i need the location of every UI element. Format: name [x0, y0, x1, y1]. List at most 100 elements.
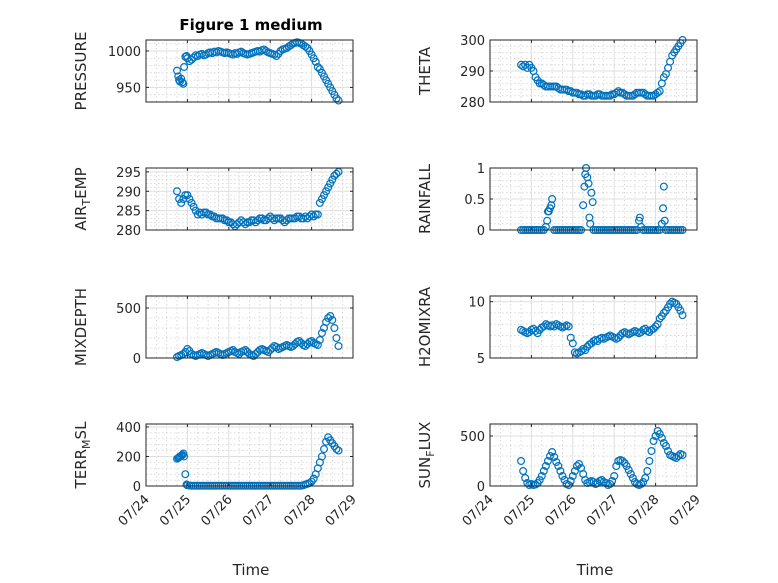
data-point: [660, 216, 669, 225]
data-point: [651, 322, 660, 331]
y-tick-label: 280: [460, 96, 485, 111]
data-point: [313, 210, 322, 219]
data-point: [183, 191, 192, 200]
y-axis-label: THETA: [416, 46, 434, 96]
data-point: [655, 87, 664, 96]
y-tick-label: 0.5: [464, 193, 485, 208]
y-tick-label: 290: [116, 185, 141, 200]
data-point: [251, 350, 260, 359]
data-point: [614, 87, 623, 96]
y-tick-label: 950: [116, 81, 141, 96]
plot-area: [490, 296, 697, 358]
subplot-4: 0 0.5 1 RAINFALL: [416, 162, 698, 239]
data-point: [568, 339, 577, 348]
axes-frame: [145, 295, 354, 359]
data-point: [618, 457, 627, 466]
data-point: [175, 195, 184, 204]
data-point: [649, 324, 658, 333]
data-point: [180, 62, 189, 71]
data-point: [517, 60, 526, 69]
data-point: [649, 437, 658, 446]
data-point: [566, 477, 575, 486]
data-point: [295, 337, 304, 346]
y-tick-label: 0: [133, 480, 141, 495]
axes-frame: [145, 167, 354, 231]
data-point: [653, 88, 662, 97]
data-point: [218, 214, 227, 223]
data-point: [521, 474, 530, 483]
y-tick-label: 1000: [108, 45, 141, 60]
subplot-2: 280 290 300 THETA: [416, 34, 698, 111]
data-point: [612, 462, 621, 471]
data-point: [610, 472, 619, 481]
data-point: [637, 480, 646, 489]
data-point: [332, 169, 341, 178]
y-tick-label: 10: [468, 296, 485, 311]
data-point: [332, 445, 341, 454]
data-point: [672, 454, 681, 463]
y-tick-label: 300: [460, 34, 485, 49]
x-tick-label: 07/28: [281, 492, 318, 529]
data-point: [622, 462, 631, 471]
data-point: [588, 198, 597, 207]
data-point: [579, 201, 588, 210]
data-point: [657, 434, 666, 443]
data-point: [635, 213, 644, 222]
data-point: [572, 88, 581, 97]
data-point: [317, 329, 326, 338]
y-tick-label: 285: [116, 205, 141, 220]
x-axis-label-left: Time: [232, 561, 270, 579]
data-point: [564, 322, 573, 331]
data-point: [614, 333, 623, 342]
data-point: [584, 179, 593, 188]
data-point: [535, 476, 544, 485]
data-point: [276, 46, 285, 55]
y-tick-label: 0: [477, 480, 485, 495]
data-point: [187, 55, 196, 64]
data-point: [202, 208, 211, 217]
data-series: [173, 312, 343, 362]
data-point: [315, 336, 324, 345]
x-tick-label: 07/25: [157, 492, 194, 529]
data-point: [556, 467, 565, 476]
y-tick-label: 500: [460, 430, 485, 445]
data-point: [328, 175, 337, 184]
axes-frame: [145, 39, 354, 103]
data-point: [249, 352, 258, 361]
data-point: [552, 458, 561, 467]
data-point: [311, 57, 320, 66]
data-point: [639, 478, 648, 487]
x-tick-label: 07/24: [460, 492, 497, 529]
data-point: [177, 74, 186, 83]
data-point: [659, 308, 668, 317]
x-tick-label: 07/26: [199, 492, 236, 529]
data-point: [313, 62, 322, 71]
data-point: [647, 447, 656, 456]
data-point: [191, 206, 200, 215]
data-point: [564, 481, 573, 490]
data-point: [676, 306, 685, 315]
data-point: [334, 96, 343, 105]
data-series: [173, 38, 343, 105]
x-tick-label: 07/27: [584, 492, 621, 529]
data-point: [587, 188, 596, 197]
data-point: [189, 202, 198, 211]
data-point: [661, 442, 670, 451]
y-axis-label: PRESSURE: [72, 32, 90, 111]
subplot-6: 5 10 H2OMIXRA: [416, 286, 698, 367]
data-point: [645, 457, 654, 466]
data-point: [626, 470, 635, 479]
data-point: [643, 467, 652, 476]
x-axis-label-right: Time: [576, 561, 614, 579]
data-point: [334, 446, 343, 455]
data-point: [664, 447, 673, 456]
data-point: [237, 47, 246, 56]
y-axis-label: AIRTEMP: [72, 167, 93, 230]
data-point: [301, 42, 310, 51]
axes-frame: [145, 423, 354, 487]
data-point: [655, 314, 664, 323]
data-point: [606, 91, 615, 100]
data-point: [177, 198, 186, 207]
data-point: [241, 220, 250, 229]
y-tick-label: 400: [116, 421, 141, 436]
